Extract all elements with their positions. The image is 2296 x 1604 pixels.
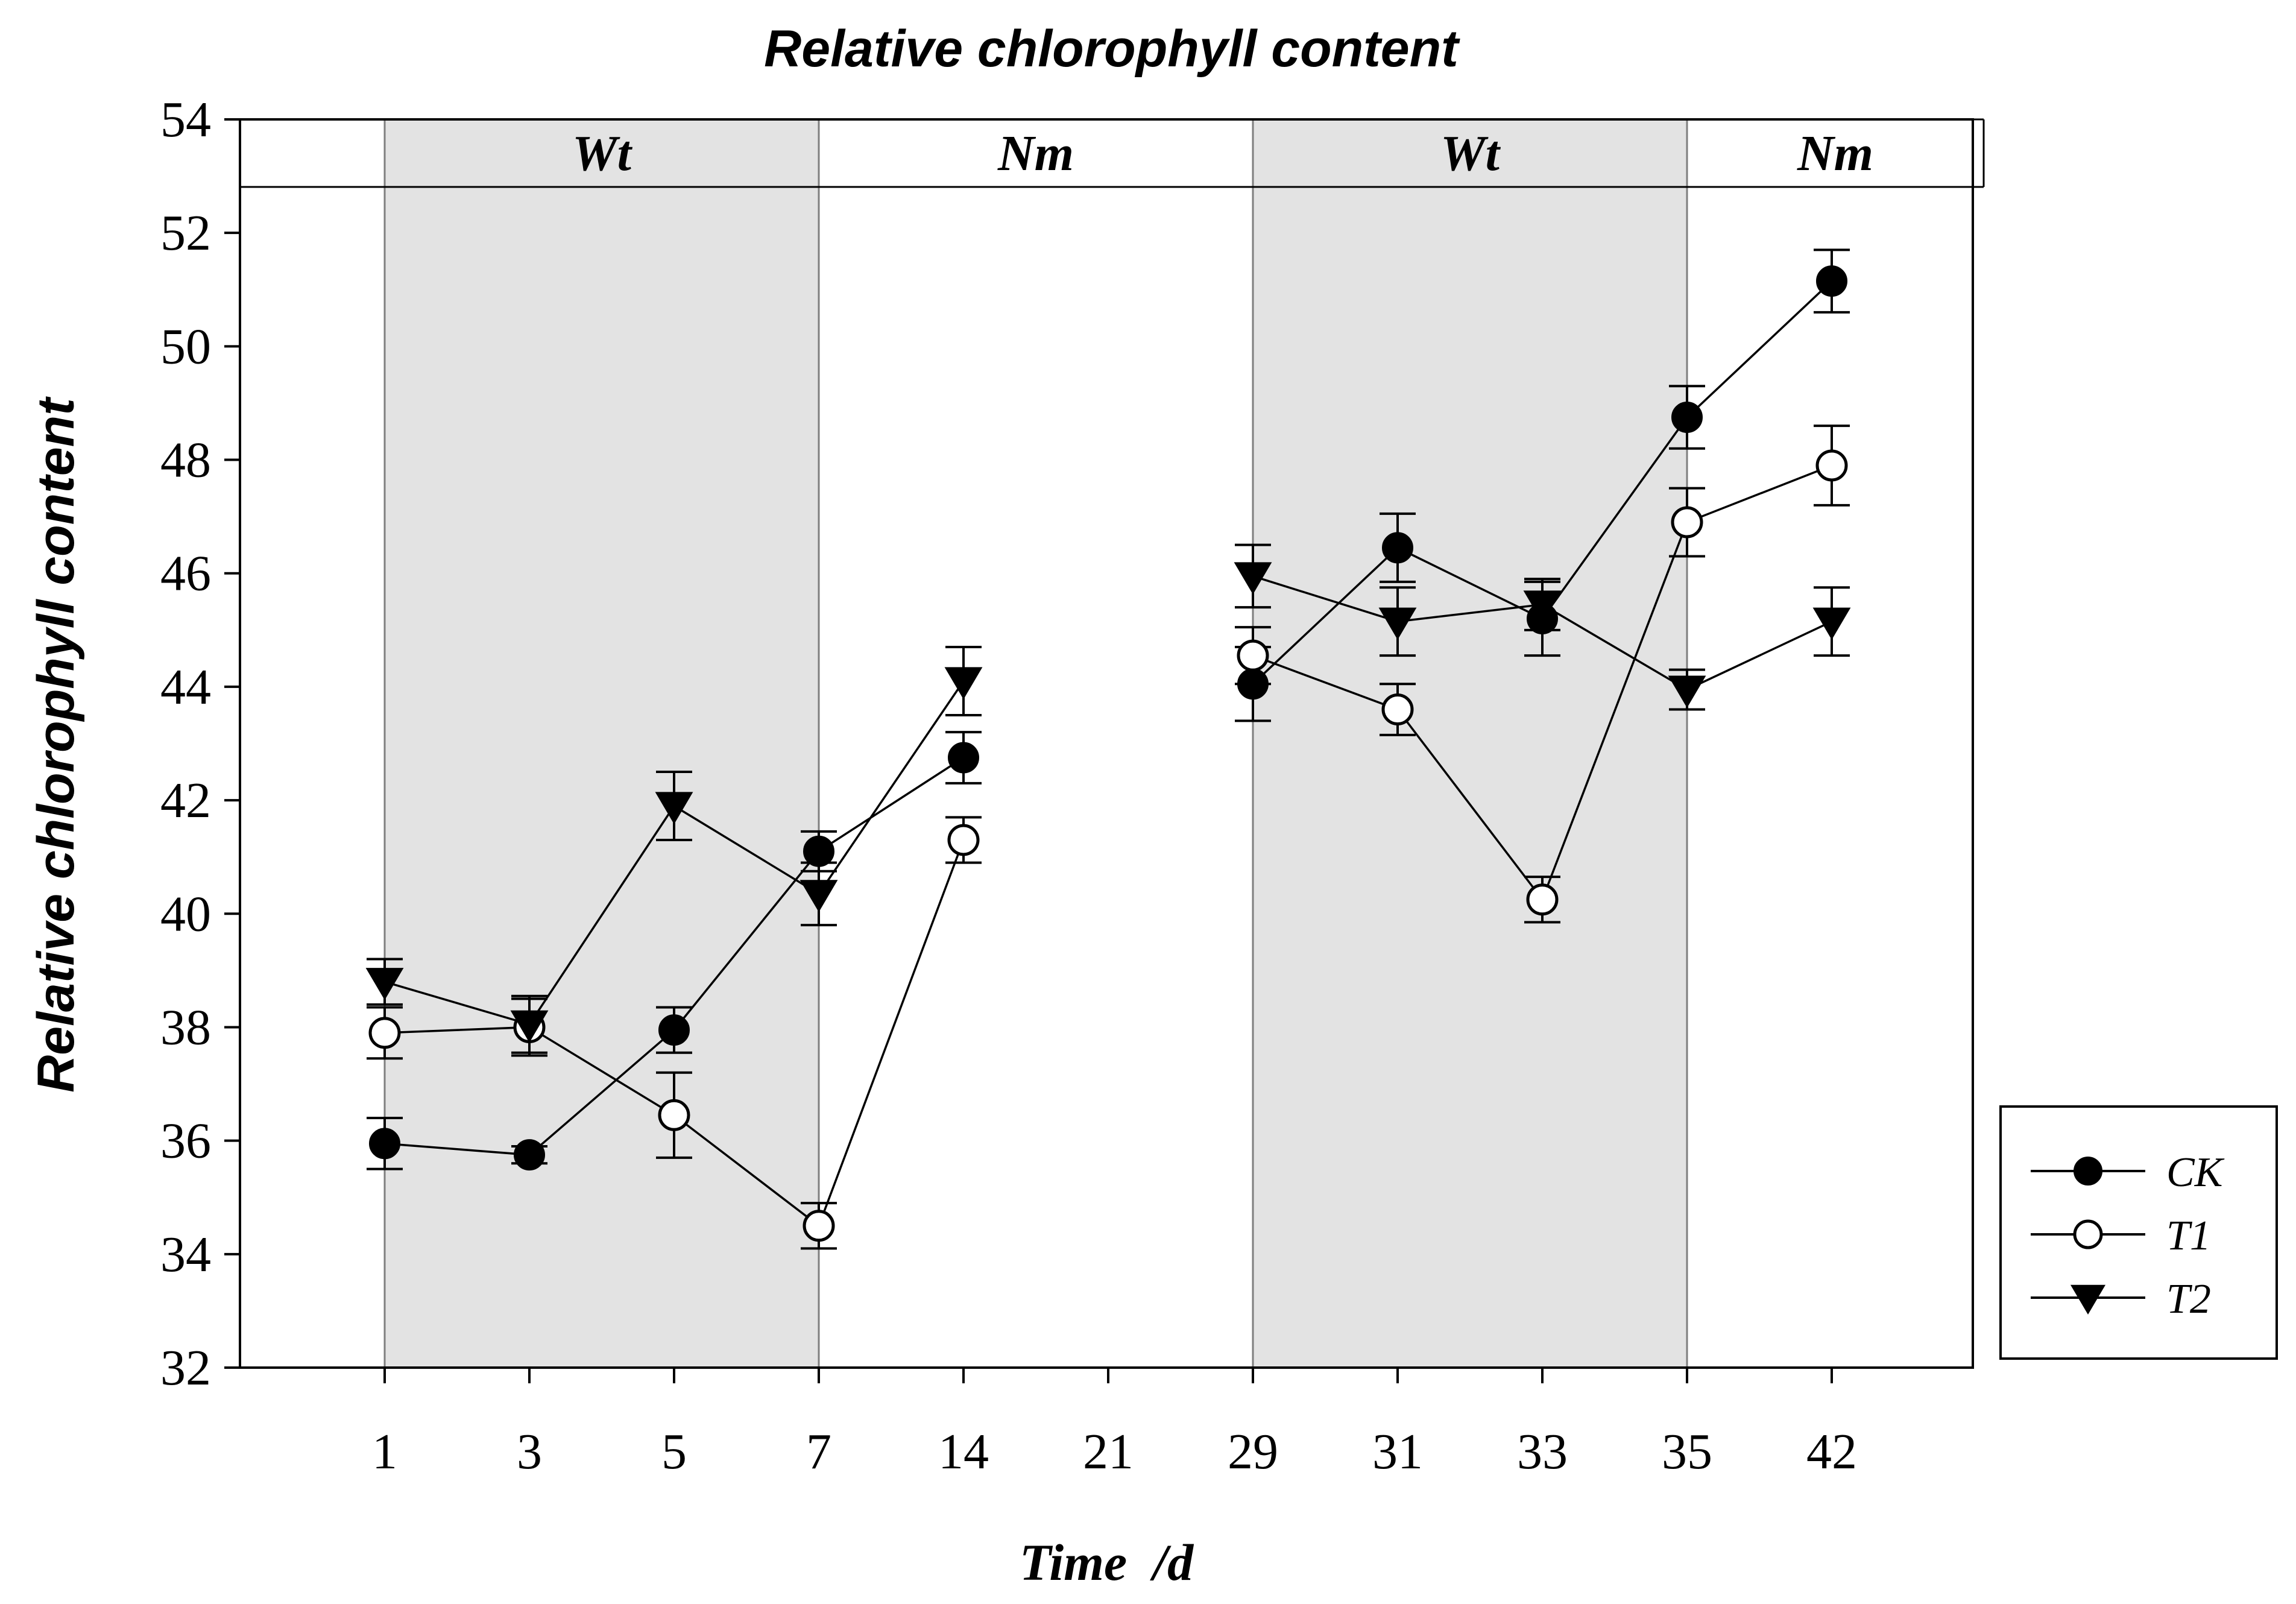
x-axis-label: Time /d bbox=[1020, 1533, 1194, 1591]
point-T1-31 bbox=[1381, 693, 1414, 726]
point-CK-31 bbox=[1382, 532, 1413, 564]
phase-label-3: Nm bbox=[1797, 125, 1873, 182]
point-T1-35 bbox=[1671, 506, 1703, 538]
phase-label-0: Wt bbox=[572, 125, 633, 182]
point-T2-29 bbox=[1234, 562, 1272, 595]
series-layer bbox=[365, 248, 1851, 1250]
point-T1-33 bbox=[1526, 883, 1559, 916]
legend-box bbox=[1999, 1105, 2278, 1360]
series-T2 bbox=[365, 543, 1851, 1054]
point-T1-42 bbox=[1815, 449, 1848, 482]
y-tick-label-42: 42 bbox=[160, 772, 211, 829]
point-T2-1 bbox=[365, 968, 404, 1000]
series-T1 bbox=[367, 425, 1850, 1250]
phase-label-2: Wt bbox=[1440, 125, 1501, 182]
y-tick-label-44: 44 bbox=[160, 659, 211, 715]
labels: Relative chlorophyll content Relative ch… bbox=[27, 20, 1460, 1591]
y-tick-label-50: 50 bbox=[160, 318, 211, 374]
point-CK-14 bbox=[948, 742, 979, 774]
y-tick-label-52: 52 bbox=[160, 205, 211, 261]
x-tick-label-29: 29 bbox=[1228, 1424, 1278, 1480]
phase-shade-2 bbox=[1253, 119, 1687, 1368]
point-T1-14 bbox=[947, 824, 980, 856]
point-T2-5 bbox=[655, 792, 693, 824]
x-tick-label-7: 7 bbox=[806, 1424, 831, 1480]
point-T2-3 bbox=[510, 1010, 549, 1043]
legend-label-T1: T1 bbox=[2166, 1213, 2211, 1259]
point-T2-35 bbox=[1668, 675, 1706, 708]
point-T1-7 bbox=[803, 1210, 835, 1242]
plot-frame bbox=[239, 118, 1974, 1369]
y-tick-label-32: 32 bbox=[160, 1340, 211, 1396]
point-T2-14 bbox=[944, 667, 983, 699]
y-tick-label-54: 54 bbox=[160, 92, 211, 148]
point-CK-1 bbox=[369, 1128, 400, 1160]
y-tick-label-48: 48 bbox=[160, 432, 211, 488]
y-tick-label-46: 46 bbox=[160, 546, 211, 602]
legend: CK T1 T2 bbox=[1999, 1105, 2278, 1360]
y-tick-label-40: 40 bbox=[160, 886, 211, 942]
phase-shade-0 bbox=[385, 119, 819, 1368]
legend-label-T2: T2 bbox=[2166, 1276, 2211, 1322]
point-T1-1 bbox=[368, 1017, 401, 1049]
point-CK-5 bbox=[658, 1014, 690, 1046]
point-T2-7 bbox=[800, 880, 838, 912]
x-tick-label-1: 1 bbox=[372, 1424, 397, 1480]
point-T2-42 bbox=[1812, 607, 1851, 640]
y-tick-label-36: 36 bbox=[160, 1113, 211, 1169]
x-tick-label-3: 3 bbox=[517, 1424, 542, 1480]
legend-marker-T1 bbox=[2073, 1219, 2103, 1249]
phase-backgrounds: Wt Nm Wt Nm bbox=[240, 118, 1985, 1368]
phase-label-1: Nm bbox=[997, 125, 1074, 182]
x-tick-label-42: 42 bbox=[1806, 1424, 1857, 1480]
legend-label-CK: CK bbox=[2166, 1149, 2225, 1196]
legend-marker-T2 bbox=[2070, 1284, 2106, 1315]
point-T2-33 bbox=[1523, 590, 1562, 623]
chart-title: Relative chlorophyll content bbox=[764, 20, 1460, 78]
point-T1-5 bbox=[658, 1099, 690, 1131]
y-tick-label-34: 34 bbox=[160, 1227, 211, 1283]
y-axis-label: Relative chlorophyll content bbox=[27, 396, 85, 1093]
x-tick-label-35: 35 bbox=[1662, 1424, 1712, 1480]
x-tick-label-31: 31 bbox=[1372, 1424, 1423, 1480]
point-CK-42 bbox=[1816, 265, 1847, 297]
x-tick-label-33: 33 bbox=[1517, 1424, 1568, 1480]
point-CK-35 bbox=[1671, 401, 1703, 433]
point-CK-3 bbox=[514, 1139, 545, 1171]
legend-marker-CK bbox=[2074, 1157, 2102, 1186]
x-tick-label-21: 21 bbox=[1083, 1424, 1134, 1480]
x-tick-label-14: 14 bbox=[938, 1424, 989, 1480]
point-CK-7 bbox=[803, 835, 834, 867]
y-tick-label-38: 38 bbox=[160, 999, 211, 1055]
point-T1-29 bbox=[1237, 639, 1269, 672]
x-tick-label-5: 5 bbox=[661, 1424, 687, 1480]
point-T2-31 bbox=[1378, 607, 1417, 640]
